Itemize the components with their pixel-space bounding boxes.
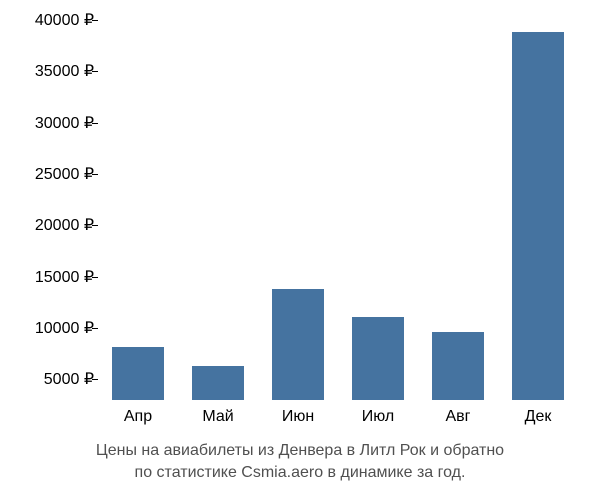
chart-caption: Цены на авиабилеты из Денвера в Литл Рок…: [0, 440, 600, 483]
x-tick-label: Авг: [445, 408, 470, 426]
y-tick-label: 15000 ₽: [35, 267, 94, 287]
bar: [192, 366, 245, 400]
x-tick-label: Май: [202, 408, 233, 426]
y-tick-label: 40000 ₽: [35, 10, 94, 30]
caption-line-2: по статистике Csmia.aero в динамике за г…: [135, 464, 466, 481]
x-tick-label: Апр: [124, 408, 152, 426]
y-tick-label: 35000 ₽: [35, 61, 94, 81]
caption-line-1: Цены на авиабилеты из Денвера в Литл Рок…: [96, 442, 504, 459]
y-tick-label: 20000 ₽: [35, 215, 94, 235]
y-tick-label: 10000 ₽: [35, 318, 94, 338]
y-tick-label: 30000 ₽: [35, 113, 94, 133]
y-tick-label: 25000 ₽: [35, 164, 94, 184]
bar: [272, 289, 325, 400]
bar: [512, 32, 565, 400]
price-bar-chart: 5000 ₽ 10000 ₽ 15000 ₽ 20000 ₽ 25000 ₽ 30000 …: [0, 0, 600, 500]
x-tick-label: Июл: [362, 408, 394, 426]
bar: [352, 317, 405, 400]
bar: [432, 332, 485, 400]
y-tick-label: 5000 ₽: [44, 369, 94, 389]
x-tick-label: Июн: [282, 408, 314, 426]
x-tick-label: Дек: [525, 408, 552, 426]
bar: [112, 347, 165, 400]
plot-area: [98, 20, 578, 400]
